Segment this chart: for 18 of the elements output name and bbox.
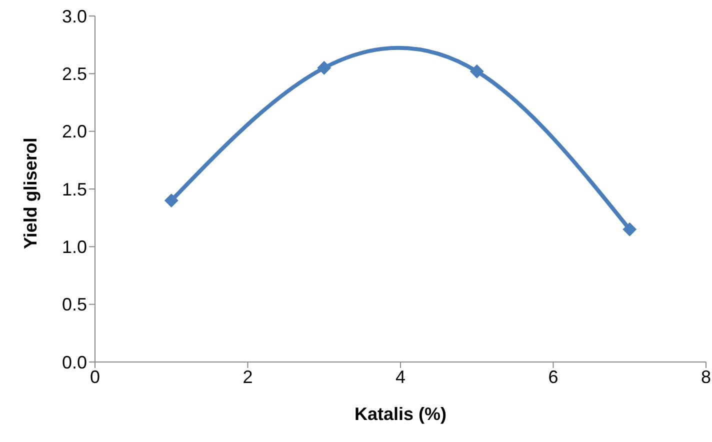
- point: [622, 222, 637, 236]
- point: [164, 194, 178, 208]
- x-tick-label: 6: [548, 366, 558, 387]
- y-tick-label: 0.0: [62, 352, 87, 372]
- y-tick-label: 0.5: [62, 294, 87, 315]
- x-tick-label: 2: [242, 366, 253, 387]
- point: [317, 60, 332, 75]
- y-tick-label: 3.0: [62, 6, 87, 26]
- x-axis-title: Katalis (%): [354, 404, 447, 424]
- y-tick-label: 1.5: [62, 179, 87, 200]
- point: [470, 64, 484, 78]
- y-axis-title: Yield gliserol: [20, 138, 40, 249]
- y-tick-label: 1.0: [62, 237, 87, 258]
- y-tick-label: 2.5: [62, 64, 87, 84]
- x-tick-label: 0: [90, 366, 100, 387]
- y-tick-label: 2.0: [62, 122, 87, 142]
- x-tick-label: 4: [395, 366, 406, 387]
- x-tick-label: 8: [700, 366, 712, 387]
